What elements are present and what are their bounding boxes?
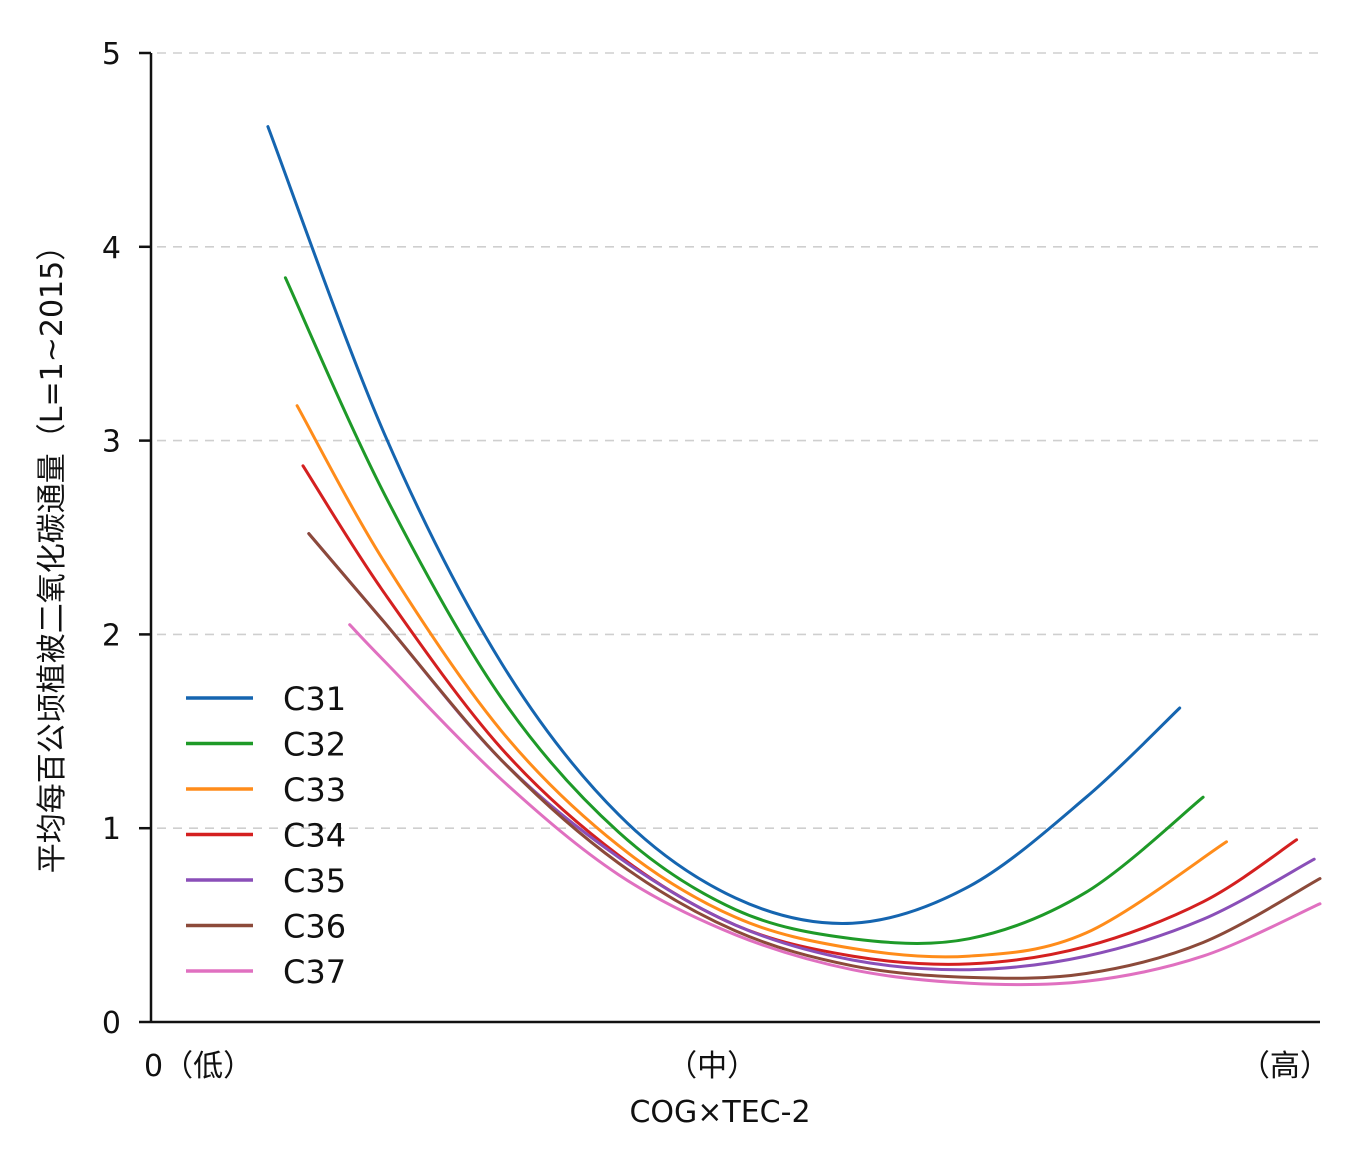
legend-label-c34: C34 bbox=[283, 817, 346, 855]
x-tick-label-0: 0（低） bbox=[144, 1049, 253, 1084]
y-tick-label-2: 2 bbox=[102, 618, 121, 653]
y-axis-title: 平均每百公顷植被二氧化碳通量（L=1~2015） bbox=[35, 231, 70, 873]
axes bbox=[149, 53, 1320, 1024]
series-line-c34 bbox=[301, 464, 1299, 966]
y-ticks: 0 1 2 3 4 5 bbox=[102, 37, 151, 1041]
x-tick-label-2: （高） bbox=[1240, 1049, 1330, 1084]
x-ticks: 0（低） （中） （高） bbox=[144, 1049, 1330, 1084]
series-line-c36 bbox=[307, 532, 1322, 980]
grid-lines bbox=[157, 52, 1320, 830]
y-tick-label-5: 5 bbox=[102, 37, 121, 72]
series-line-c31 bbox=[266, 125, 1182, 925]
x-axis-title: COG×TEC-2 bbox=[629, 1095, 810, 1130]
legend-label-c33: C33 bbox=[283, 771, 346, 809]
y-tick-label-4: 4 bbox=[102, 231, 121, 266]
y-tick-label-0: 0 bbox=[102, 1006, 121, 1041]
series-layer bbox=[266, 125, 1322, 987]
legend-label-c37: C37 bbox=[283, 953, 346, 991]
legend-label-c35: C35 bbox=[283, 862, 346, 900]
legend-label-c31: C31 bbox=[283, 680, 346, 718]
legend: C31 C32 C33 C34 C35 C36 C37 bbox=[186, 680, 346, 991]
series-line-c32 bbox=[283, 276, 1205, 945]
y-tick-label-3: 3 bbox=[102, 425, 121, 460]
legend-label-c32: C32 bbox=[283, 726, 346, 764]
x-tick-label-1: （中） bbox=[667, 1049, 757, 1084]
series-line-c33 bbox=[295, 404, 1228, 959]
series-line-c35 bbox=[307, 532, 1316, 972]
legend-label-c36: C36 bbox=[283, 908, 346, 946]
y-tick-label-1: 1 bbox=[102, 812, 121, 847]
series-line-c37 bbox=[348, 623, 1322, 987]
